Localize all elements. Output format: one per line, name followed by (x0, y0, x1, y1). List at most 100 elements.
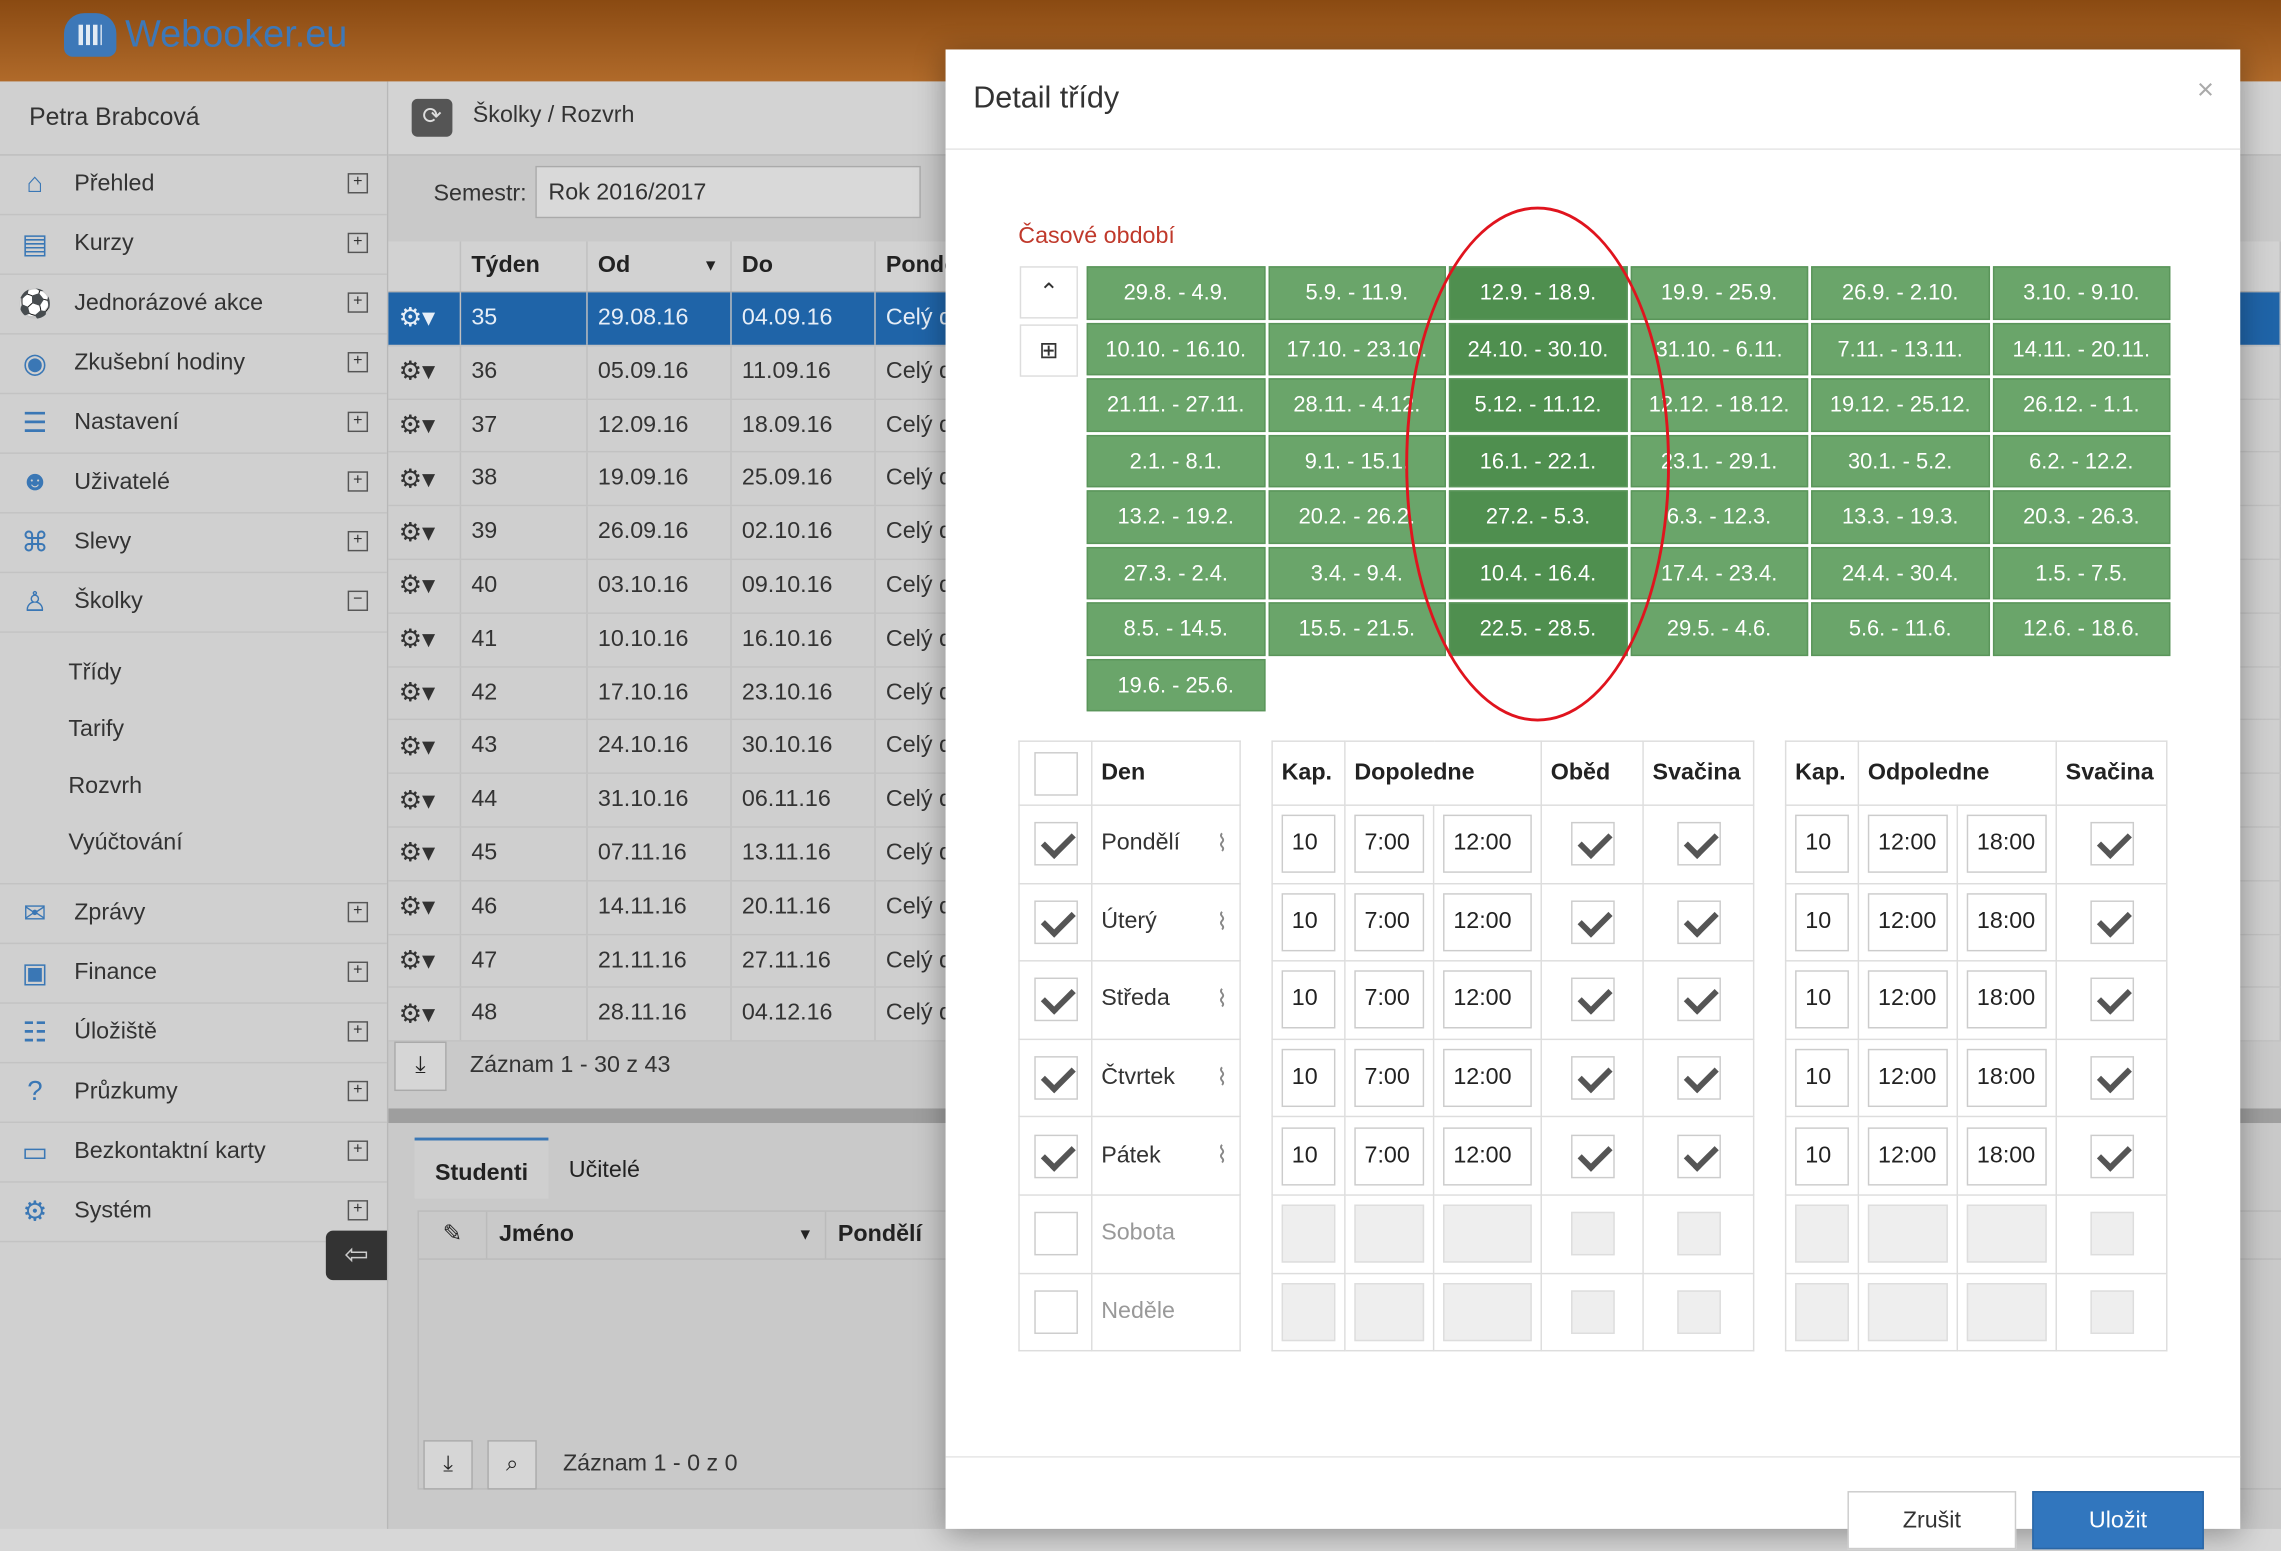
save-button[interactable]: Uložit (2032, 1491, 2204, 1550)
week-button[interactable]: 21.11. - 27.11. (1086, 378, 1265, 432)
week-button[interactable]: 26.12. - 1.1. (1992, 378, 2171, 432)
lunch-checkbox[interactable] (1570, 1134, 1614, 1178)
am-start-input[interactable] (1354, 1204, 1425, 1264)
expand-icon[interactable]: + (347, 530, 369, 552)
expand-icon[interactable]: + (347, 352, 369, 373)
refresh-icon[interactable]: ⟳ (411, 98, 453, 137)
am-end-input[interactable]: 12:00 (1443, 893, 1532, 952)
am-end-input[interactable]: 12:00 (1443, 1126, 1532, 1186)
gear-icon[interactable]: ⚙▾ (388, 399, 462, 452)
semester-select[interactable]: Rok 2016/2017 (535, 165, 921, 219)
gear-icon[interactable]: ⚙▾ (388, 934, 462, 987)
pm-snack-checkbox[interactable] (2089, 822, 2134, 866)
pm-snack-checkbox[interactable] (2089, 1212, 2134, 1256)
day-checkbox[interactable] (1033, 822, 1078, 866)
expand-icon[interactable]: + (347, 411, 369, 433)
am-capacity-input[interactable] (1281, 1204, 1336, 1264)
sidebar-item-home[interactable]: ⌂ Přehled + (0, 156, 387, 216)
pm-snack-checkbox[interactable] (2089, 900, 2134, 944)
search-icon[interactable]: ⌕ (487, 1440, 537, 1490)
gear-icon[interactable]: ⚙▾ (388, 827, 462, 880)
pm-end-input[interactable]: 18:00 (1966, 1126, 2047, 1186)
expand-icon[interactable]: + (347, 961, 369, 982)
day-checkbox[interactable] (1033, 900, 1078, 944)
am-snack-checkbox[interactable] (1676, 900, 1721, 944)
gear-icon[interactable]: ⚙▾ (388, 988, 462, 1041)
am-start-input[interactable]: 7:00 (1354, 970, 1425, 1030)
grid-icon[interactable]: ⊞ (1019, 324, 1078, 377)
download-icon[interactable]: ⤓ (423, 1440, 473, 1490)
gear-icon[interactable]: ⚙▾ (388, 560, 462, 613)
sidebar-item-card[interactable]: ▭ Bezkontaktní karty + (0, 1123, 387, 1183)
expand-icon[interactable]: + (347, 292, 369, 313)
sidebar-item-question[interactable]: ? Průzkumy + (0, 1063, 387, 1124)
expand-icon[interactable]: + (347, 471, 369, 492)
am-start-input[interactable]: 7:00 (1354, 1126, 1425, 1186)
gear-icon[interactable]: ⚙▾ (388, 506, 462, 559)
am-end-input[interactable] (1443, 1204, 1532, 1264)
expand-icon[interactable]: + (347, 232, 369, 254)
pm-start-input[interactable]: 12:00 (1867, 1126, 1948, 1186)
submenu-item[interactable]: Třídy (68, 660, 122, 686)
lunch-checkbox[interactable] (1570, 1212, 1614, 1256)
sidebar-item-sliders[interactable]: ☰ Nastavení + (0, 394, 387, 454)
am-snack-checkbox[interactable] (1676, 1056, 1721, 1100)
am-end-input[interactable]: 12:00 (1443, 1048, 1532, 1108)
am-snack-checkbox[interactable] (1676, 1212, 1721, 1256)
pm-capacity-input[interactable]: 10 (1795, 1048, 1849, 1108)
collapse-sidebar-icon[interactable]: ⇦ (325, 1230, 387, 1281)
expand-icon[interactable]: + (347, 1200, 369, 1221)
week-button[interactable]: 15.5. - 21.5. (1267, 602, 1446, 656)
pm-snack-checkbox[interactable] (2089, 1290, 2134, 1334)
sidebar-item-gift[interactable]: ⌘ Slevy + (0, 514, 387, 574)
pm-start-input[interactable] (1867, 1204, 1948, 1264)
gear-icon[interactable]: ⚙▾ (388, 720, 462, 773)
am-capacity-input[interactable]: 10 (1281, 893, 1336, 952)
expand-icon[interactable]: + (347, 1080, 369, 1102)
pm-end-input[interactable] (1966, 1282, 2047, 1342)
am-start-input[interactable]: 7:00 (1354, 1048, 1425, 1108)
paperclip-icon[interactable]: ⌇ (1216, 910, 1228, 935)
pm-start-input[interactable]: 12:00 (1867, 970, 1948, 1030)
week-button[interactable]: 1.5. - 7.5. (1992, 546, 2171, 600)
day-checkbox[interactable] (1033, 978, 1078, 1022)
column-header-from[interactable]: Od ▼ (588, 241, 732, 291)
sidebar-item-envelope[interactable]: ✉ Zprávy + (0, 884, 387, 945)
am-snack-checkbox[interactable] (1676, 1134, 1721, 1178)
day-checkbox[interactable] (1033, 1134, 1078, 1178)
week-button[interactable]: 30.1. - 5.2. (1811, 434, 1990, 488)
pm-capacity-input[interactable]: 10 (1795, 970, 1849, 1030)
pm-end-input[interactable]: 18:00 (1966, 970, 2047, 1030)
submenu-item[interactable]: Tarify (68, 717, 124, 742)
pm-end-input[interactable] (1966, 1204, 2047, 1264)
pm-snack-checkbox[interactable] (2089, 1134, 2134, 1178)
paperclip-icon[interactable]: ⌇ (1216, 988, 1228, 1013)
paperclip-icon[interactable]: ⌇ (1216, 1065, 1228, 1091)
pm-capacity-input[interactable] (1795, 1282, 1849, 1342)
pm-start-input[interactable]: 12:00 (1867, 815, 1948, 874)
submenu-item[interactable]: Vyúčtování (68, 830, 183, 856)
sidebar-item-book[interactable]: ▤ Kurzy + (0, 215, 387, 275)
pm-start-input[interactable] (1867, 1282, 1948, 1342)
paperclip-icon[interactable]: ⌇ (1216, 832, 1228, 857)
pm-capacity-input[interactable] (1795, 1204, 1849, 1264)
pm-snack-checkbox[interactable] (2089, 1056, 2134, 1100)
am-capacity-input[interactable]: 10 (1281, 815, 1336, 874)
column-header-monday[interactable]: Pondě (876, 241, 2281, 291)
week-button[interactable]: 19.12. - 25.12. (1811, 378, 1990, 432)
lunch-checkbox[interactable] (1570, 900, 1614, 944)
am-start-input[interactable] (1354, 1282, 1425, 1342)
am-capacity-input[interactable]: 10 (1281, 970, 1336, 1030)
week-button[interactable]: 13.2. - 19.2. (1086, 490, 1265, 544)
week-button[interactable]: 2.1. - 8.1. (1086, 434, 1265, 488)
week-button[interactable]: 6.2. - 12.2. (1992, 434, 2171, 488)
am-start-input[interactable]: 7:00 (1354, 893, 1425, 952)
close-icon[interactable]: × (2197, 74, 2215, 107)
sidebar-item-soccer-ball[interactable]: ⚽ Jednorázové akce + (0, 275, 387, 335)
gear-icon[interactable]: ⚙▾ (388, 881, 462, 934)
expand-icon[interactable]: + (347, 1140, 369, 1161)
column-header-week[interactable]: Týden (461, 241, 588, 291)
download-icon[interactable]: ⤓ (394, 1041, 447, 1092)
gear-icon[interactable]: ⚙▾ (388, 292, 462, 345)
sidebar-item-users[interactable]: ☻ Uživatelé + (0, 454, 387, 514)
